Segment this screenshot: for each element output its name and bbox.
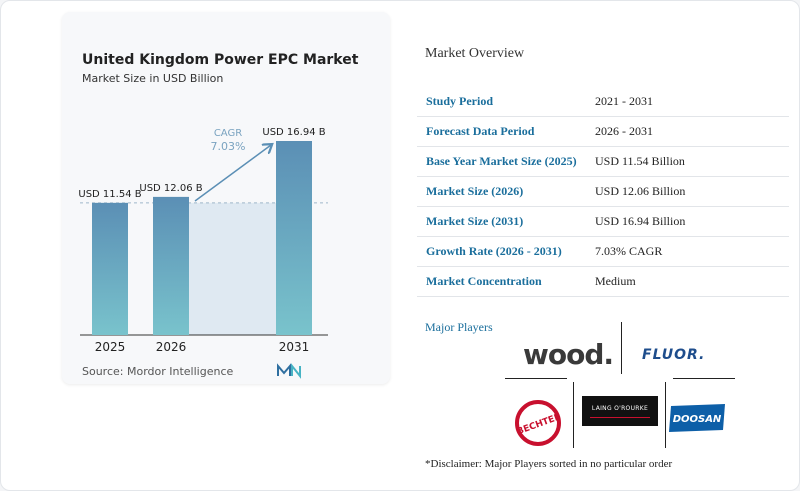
source-text: Source: Mordor Intelligence	[82, 365, 234, 378]
chart-card: United Kingdom Power EPC Market Market S…	[62, 12, 390, 384]
overview-key: Forecast Data Period	[417, 116, 586, 147]
data-label-2031: USD 16.94 B	[262, 127, 325, 138]
data-label-2026: USD 12.06 B	[139, 183, 202, 194]
overview-table: Study Period 2021 - 2031 Forecast Data Per…	[417, 87, 789, 297]
logo-divider-right	[673, 378, 735, 379]
bar-2031	[276, 141, 312, 335]
chart-subtitle: Market Size in USD Billion	[82, 72, 224, 85]
doosan-logo: DOOSAN	[669, 404, 725, 432]
cagr-arrow	[194, 145, 271, 202]
overview-row: Market Size (2026) USD 12.06 Billion	[417, 176, 789, 207]
logo-divider-mid-left	[573, 382, 574, 448]
overview-value: 2026 - 2031	[586, 116, 789, 147]
source-logo	[277, 363, 301, 379]
data-label-2025: USD 11.54 B	[78, 189, 141, 200]
overview-title: Market Overview	[425, 46, 525, 61]
bar-2026	[153, 196, 189, 335]
cagr-value: 7.03%	[211, 140, 246, 153]
tick-label-2031: 2031	[279, 340, 310, 354]
bar-chart: USD 11.54 B 2025 USD 12.06 B 2026 USD 16.94 …	[78, 127, 328, 379]
tick-label-2026: 2026	[156, 340, 187, 354]
major-players-logos: wood. FLUOR. BECHTEL LAING O'ROURKE DOOS…	[505, 322, 735, 452]
chart-title: United Kingdom Power EPC Market	[82, 52, 359, 68]
overview-value: USD 12.06 Billion	[586, 176, 789, 207]
major-players-title: Major Players	[425, 320, 493, 334]
logo-divider-left	[505, 378, 567, 379]
bar-2025	[92, 202, 128, 335]
svg-text:DOOSAN: DOOSAN	[673, 414, 722, 425]
fluor-logo: FLUOR.	[642, 347, 706, 363]
overview-value: USD 11.54 Billion	[586, 146, 789, 177]
cagr-label: CAGR	[214, 128, 242, 139]
disclaimer: *Disclaimer: Major Players sorted in no …	[425, 458, 673, 470]
overview-key: Study Period	[417, 87, 586, 117]
overview-key: Growth Rate (2026 - 2031)	[417, 236, 586, 267]
overview-value: 2021 - 2031	[586, 87, 789, 117]
overview-row: Base Year Market Size (2025) USD 11.54 Bi…	[417, 146, 789, 177]
overview-key: Base Year Market Size (2025)	[417, 146, 586, 177]
cagr-band	[189, 202, 276, 335]
bechtel-logo: BECHTEL	[515, 400, 562, 446]
overview-value: Medium	[586, 266, 789, 297]
overview-row: Study Period 2021 - 2031	[417, 87, 789, 117]
overview-key: Market Size (2031)	[417, 206, 586, 237]
logo-divider-mid-right	[665, 382, 666, 448]
overview-value: USD 16.94 Billion	[586, 206, 789, 237]
overview-key: Market Concentration	[417, 266, 586, 297]
logo-divider-top	[621, 322, 622, 374]
overview-row: Forecast Data Period 2026 - 2031	[417, 116, 789, 147]
overview-row: Market Concentration Medium	[417, 266, 789, 297]
overview-key: Market Size (2026)	[417, 176, 586, 207]
laing-orourke-logo: LAING O'ROURKE	[582, 396, 658, 426]
overview-value: 7.03% CAGR	[586, 236, 789, 267]
tick-label-2025: 2025	[95, 340, 126, 354]
wood-logo: wood.	[523, 338, 614, 371]
overview-row: Growth Rate (2026 - 2031) 7.03% CAGR	[417, 236, 789, 267]
overview-row: Market Size (2031) USD 16.94 Billion	[417, 206, 789, 237]
